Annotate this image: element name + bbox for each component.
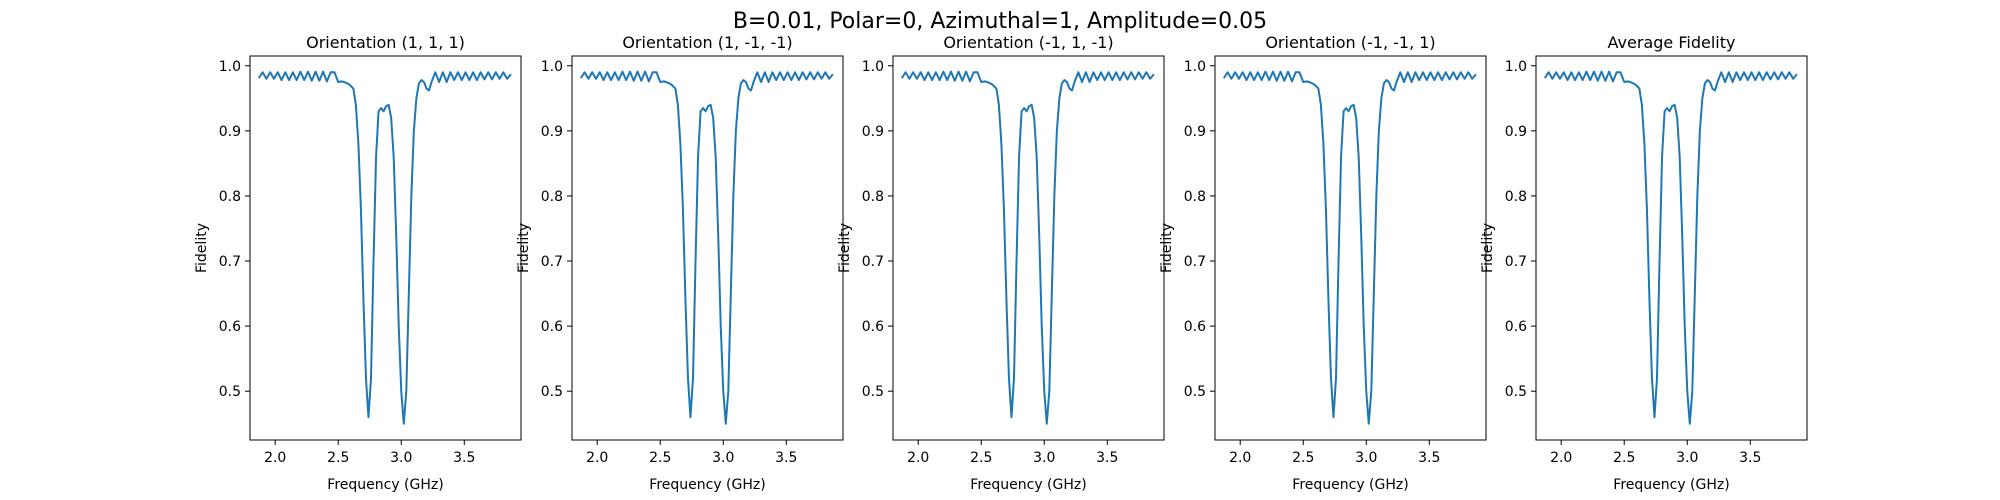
y-tick-label: 0.5	[541, 384, 563, 400]
y-tick-label: 0.7	[862, 254, 884, 270]
x-tick-label: 2.0	[907, 450, 929, 466]
subplot-2: Orientation (1, -1, -1) 2.0 2.5 3.0 3.5 0.5 0.…	[516, 33, 844, 493]
x-axis-label: Frequency (GHz)	[1613, 477, 1729, 493]
fidelity-line	[900, 70, 1155, 425]
subplot-title: Orientation (1, -1, -1)	[622, 33, 792, 52]
x-axis-label: Frequency (GHz)	[970, 477, 1086, 493]
x-tick-label: 2.0	[1229, 450, 1251, 466]
subplot-title: Average Fidelity	[1608, 33, 1736, 52]
y-tick-label: 0.8	[219, 189, 241, 205]
y-tick-label: 0.8	[541, 189, 563, 205]
y-tick-label: 0.7	[1184, 254, 1206, 270]
x-tick-label: 2.0	[1550, 450, 1572, 466]
x-tick-label: 3.5	[1418, 450, 1440, 466]
y-tick-label: 0.8	[1184, 189, 1206, 205]
subplot-title: Orientation (1, 1, 1)	[306, 33, 465, 52]
y-tick-label: 1.0	[1184, 59, 1206, 75]
y-tick-label: 0.9	[219, 124, 241, 140]
y-tick-label: 1.0	[219, 59, 241, 75]
x-tick-label: 2.0	[586, 450, 608, 466]
y-tick-label: 0.5	[862, 384, 884, 400]
subplot-4: Orientation (-1, -1, 1) 2.0 2.5 3.0 3.5 0.5 0.…	[1159, 33, 1487, 493]
x-tick-label: 3.0	[390, 450, 412, 466]
y-tick-label: 0.9	[1505, 124, 1527, 140]
x-tick-label: 2.5	[970, 450, 992, 466]
y-tick-label: 0.6	[862, 319, 884, 335]
y-tick-label: 0.6	[541, 319, 563, 335]
figure-suptitle: B=0.01, Polar=0, Azimuthal=1, Amplitude=…	[733, 9, 1267, 34]
y-tick-label: 0.5	[219, 384, 241, 400]
x-tick-label: 2.5	[1613, 450, 1635, 466]
y-axis-label: Fidelity	[1159, 223, 1175, 273]
subplot-panels: Orientation (1, 1, 1) 2.0 2.5 3.0 3.5 0.5 0.6 0…	[194, 33, 1808, 493]
axes-frame	[1535, 55, 1808, 441]
y-tick-label: 0.8	[862, 189, 884, 205]
x-tick-label: 2.0	[264, 450, 286, 466]
x-tick-label: 3.5	[1096, 450, 1118, 466]
x-tick-label: 3.5	[1739, 450, 1761, 466]
x-tick-label: 3.0	[1033, 450, 1055, 466]
y-tick-label: 1.0	[862, 59, 884, 75]
y-tick-label: 0.8	[1505, 189, 1527, 205]
y-tick-label: 0.6	[219, 319, 241, 335]
x-tick-label: 2.5	[649, 450, 671, 466]
x-tick-label: 3.5	[775, 450, 797, 466]
y-tick-label: 0.9	[1184, 124, 1206, 140]
y-axis-label: Fidelity	[837, 223, 853, 273]
y-tick-label: 0.9	[862, 124, 884, 140]
y-axis-label: Fidelity	[194, 223, 210, 273]
y-tick-label: 1.0	[1505, 59, 1527, 75]
x-axis-label: Frequency (GHz)	[649, 477, 765, 493]
subplot-title: Orientation (-1, 1, -1)	[943, 33, 1113, 52]
fidelity-line	[257, 70, 512, 425]
axes-frame	[892, 55, 1165, 441]
x-tick-label: 2.5	[1292, 450, 1314, 466]
x-tick-label: 3.0	[1676, 450, 1698, 466]
fidelity-line	[1222, 70, 1477, 425]
y-tick-label: 1.0	[541, 59, 563, 75]
x-axis-label: Frequency (GHz)	[1292, 477, 1408, 493]
x-axis-label: Frequency (GHz)	[327, 477, 443, 493]
y-tick-label: 0.6	[1184, 319, 1206, 335]
y-tick-label: 0.6	[1505, 319, 1527, 335]
axes-frame	[571, 55, 844, 441]
subplot-title: Orientation (-1, -1, 1)	[1265, 33, 1435, 52]
x-tick-label: 3.5	[453, 450, 475, 466]
y-tick-label: 0.9	[541, 124, 563, 140]
fidelity-line	[579, 70, 834, 425]
axes-frame	[249, 55, 522, 441]
subplot-5: Average Fidelity 2.0 2.5 3.0 3.5 0.5 0.6 0.7 0.8…	[1480, 33, 1808, 493]
y-tick-label: 0.7	[219, 254, 241, 270]
x-tick-label: 3.0	[1355, 450, 1377, 466]
y-tick-label: 0.5	[1184, 384, 1206, 400]
y-tick-label: 0.7	[541, 254, 563, 270]
x-tick-label: 2.5	[327, 450, 349, 466]
fidelity-line	[1543, 70, 1798, 425]
subplot-1: Orientation (1, 1, 1) 2.0 2.5 3.0 3.5 0.5 0.6 0…	[194, 33, 522, 493]
y-axis-label: Fidelity	[1480, 223, 1496, 273]
x-tick-label: 3.0	[712, 450, 734, 466]
y-tick-label: 0.5	[1505, 384, 1527, 400]
y-axis-label: Fidelity	[516, 223, 532, 273]
axes-frame	[1214, 55, 1487, 441]
y-tick-label: 0.7	[1505, 254, 1527, 270]
subplot-3: Orientation (-1, 1, -1) 2.0 2.5 3.0 3.5 0.5 0.…	[837, 33, 1165, 493]
